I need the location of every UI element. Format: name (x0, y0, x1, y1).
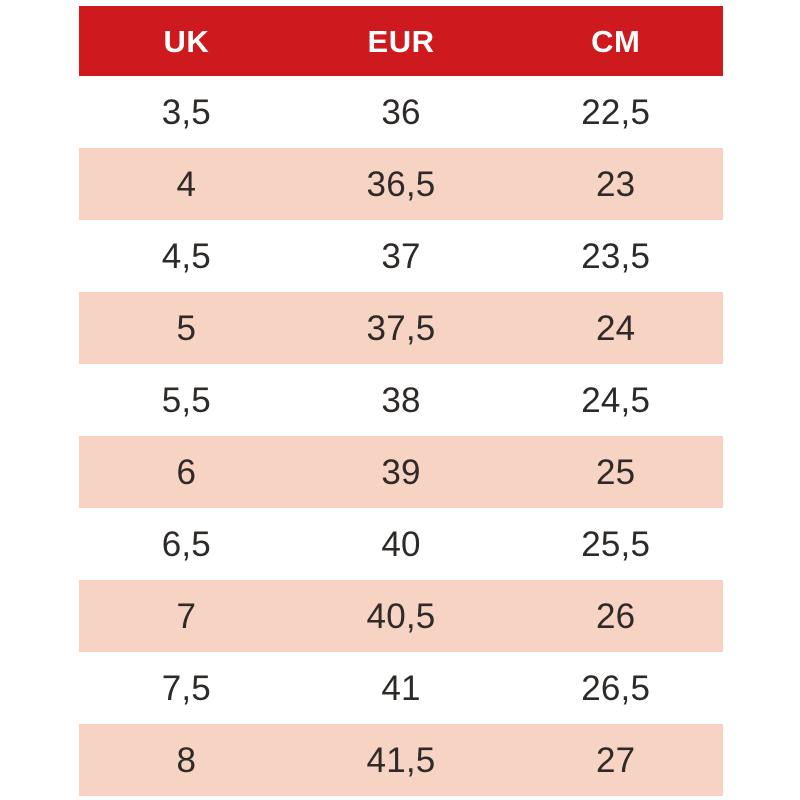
table-cell: 24,5 (581, 380, 651, 420)
table-cell: 26 (596, 596, 636, 636)
table-cell: 7,5 (161, 668, 211, 708)
column-header-eur: EUR (367, 23, 435, 59)
table-cell: 36 (381, 92, 421, 132)
table-row: 7 40,5 26 (79, 580, 723, 652)
table-row: 5,5 38 24,5 (79, 364, 723, 436)
table-cell: 25 (596, 452, 636, 492)
table-cell: 8 (176, 740, 197, 780)
shoe-size-conversion-table: UK EUR CM 3,5 36 22,5 4 36,5 23 4,5 37 23,5 5 37,5 24… (79, 6, 723, 796)
table-cell: 7 (176, 596, 197, 636)
table-cell: 40,5 (366, 596, 436, 636)
table-cell: 38 (381, 380, 421, 420)
table-cell: 6,5 (161, 524, 211, 564)
table-cell: 6 (176, 452, 197, 492)
table-cell: 40 (381, 524, 421, 564)
table-cell: 4 (176, 164, 197, 204)
table-row: 4,5 37 23,5 (79, 220, 723, 292)
column-header-uk: UK (163, 23, 210, 59)
table-cell: 23,5 (581, 236, 651, 276)
table-cell: 26,5 (581, 668, 651, 708)
table-row: 6 39 25 (79, 436, 723, 508)
table-cell: 41 (381, 668, 421, 708)
table-cell: 3,5 (161, 92, 211, 132)
table-cell: 5 (176, 308, 197, 348)
table-cell: 41,5 (366, 740, 436, 780)
table-cell: 37,5 (366, 308, 436, 348)
column-header-cm: CM (591, 23, 641, 59)
table-row: 4 36,5 23 (79, 148, 723, 220)
table-row: 7,5 41 26,5 (79, 652, 723, 724)
table-cell: 36,5 (366, 164, 436, 204)
table-cell: 24 (596, 308, 636, 348)
table-cell: 4,5 (161, 236, 211, 276)
table-row: 3,5 36 22,5 (79, 76, 723, 148)
table-row: 8 41,5 27 (79, 724, 723, 796)
table-cell: 39 (381, 452, 421, 492)
table-cell: 37 (381, 236, 421, 276)
table-cell: 23 (596, 164, 636, 204)
table-row: 5 37,5 24 (79, 292, 723, 364)
table-body: 3,5 36 22,5 4 36,5 23 4,5 37 23,5 5 37,5 24 5,5 38 24,… (79, 76, 723, 796)
table-cell: 27 (596, 740, 636, 780)
table-cell: 5,5 (161, 380, 211, 420)
table-header-row: UK EUR CM (79, 6, 723, 76)
table-cell: 25,5 (581, 524, 651, 564)
table-cell: 22,5 (581, 92, 651, 132)
table-row: 6,5 40 25,5 (79, 508, 723, 580)
